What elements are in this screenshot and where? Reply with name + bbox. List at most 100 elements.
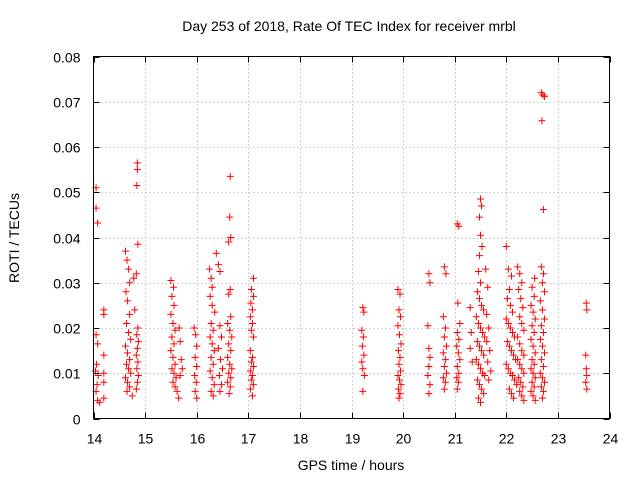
data-point-marker xyxy=(360,351,368,359)
data-point-marker xyxy=(520,326,528,334)
data-point-marker xyxy=(168,365,176,373)
data-point-marker xyxy=(94,340,102,348)
data-point-marker xyxy=(397,367,405,375)
data-point-marker xyxy=(132,351,140,359)
data-point-marker xyxy=(134,358,142,366)
data-point-marker xyxy=(477,195,484,203)
data-point-marker xyxy=(134,338,142,346)
data-point-marker xyxy=(249,292,257,300)
y-tick-label: 0 xyxy=(73,412,81,428)
data-point-marker xyxy=(193,394,201,402)
data-point-marker xyxy=(248,306,256,314)
data-point-marker xyxy=(132,270,140,278)
data-point-marker xyxy=(169,353,177,361)
data-point-marker xyxy=(511,376,519,384)
data-point-marker xyxy=(528,322,536,330)
data-point-marker xyxy=(531,349,539,357)
data-point-marker xyxy=(359,333,367,341)
data-point-marker xyxy=(440,385,448,393)
data-point-marker xyxy=(175,394,183,402)
data-point-marker xyxy=(583,385,591,393)
data-point-marker xyxy=(475,213,483,221)
data-point-marker xyxy=(167,276,175,284)
data-point-marker xyxy=(519,304,527,312)
data-point-marker xyxy=(360,308,368,316)
data-point-marker xyxy=(519,383,527,391)
data-point-marker xyxy=(100,394,108,402)
data-point-marker xyxy=(442,369,450,377)
data-point-marker xyxy=(478,202,486,210)
data-point-marker xyxy=(211,308,219,316)
data-point-marker xyxy=(216,267,224,275)
data-point-marker xyxy=(503,295,511,303)
data-point-marker xyxy=(394,372,402,380)
data-point-marker xyxy=(94,219,102,227)
data-point-marker xyxy=(440,362,448,370)
data-point-marker xyxy=(209,360,217,368)
data-point-marker xyxy=(224,353,232,361)
data-point-marker xyxy=(124,378,132,386)
data-point-marker xyxy=(100,351,108,359)
data-point-marker xyxy=(502,360,510,368)
data-point-marker xyxy=(529,392,537,400)
data-point-marker xyxy=(439,349,447,357)
x-tick-label: 17 xyxy=(241,431,257,447)
data-point-marker xyxy=(516,313,524,321)
data-point-marker xyxy=(481,333,489,341)
data-point-marker xyxy=(441,356,449,364)
data-point-marker xyxy=(527,335,535,343)
data-point-marker xyxy=(394,347,402,355)
data-point-marker xyxy=(478,243,486,251)
data-point-marker xyxy=(125,265,133,273)
y-tick-label: 0.07 xyxy=(53,95,80,111)
data-point-marker xyxy=(487,367,495,375)
data-point-marker xyxy=(441,378,449,386)
data-point-marker xyxy=(538,394,546,402)
data-point-marker xyxy=(396,353,404,361)
data-point-marker xyxy=(227,234,235,241)
data-point-marker xyxy=(210,381,218,389)
data-point-marker xyxy=(125,329,133,337)
plot-frame xyxy=(93,56,610,419)
data-point-marker xyxy=(168,333,176,341)
data-point-marker xyxy=(226,360,234,368)
data-point-marker xyxy=(538,374,546,382)
data-point-marker xyxy=(397,313,405,321)
data-point-marker xyxy=(207,319,215,327)
data-point-marker xyxy=(455,335,463,343)
data-point-marker xyxy=(455,222,463,230)
data-point-marker xyxy=(456,356,464,364)
data-point-marker xyxy=(485,324,493,332)
data-point-marker xyxy=(467,329,475,337)
data-point-marker xyxy=(127,335,135,343)
data-point-marker xyxy=(540,315,548,323)
data-point-marker xyxy=(481,372,489,380)
data-point-marker xyxy=(505,385,513,393)
data-point-marker xyxy=(359,365,367,373)
data-point-marker xyxy=(520,351,528,359)
data-point-marker xyxy=(477,399,484,407)
data-point-marker xyxy=(359,387,367,395)
data-point-marker xyxy=(539,270,547,278)
data-point-marker xyxy=(527,387,535,395)
data-point-marker xyxy=(538,342,546,350)
data-point-marker xyxy=(193,362,201,370)
data-point-marker xyxy=(514,263,522,271)
data-point-marker xyxy=(518,392,526,400)
data-point-marker xyxy=(206,292,214,300)
data-point-marker xyxy=(506,301,514,309)
data-point-marker xyxy=(169,378,177,386)
data-point-marker xyxy=(100,369,108,377)
y-tick-label: 0.03 xyxy=(53,276,80,292)
data-point-marker xyxy=(483,310,491,318)
data-point-marker xyxy=(508,372,516,380)
data-point-marker xyxy=(133,166,141,174)
data-point-marker xyxy=(227,374,235,382)
data-point-marker xyxy=(518,365,526,373)
data-point-marker xyxy=(479,329,487,337)
data-point-marker xyxy=(520,396,528,404)
data-point-marker xyxy=(453,385,461,393)
data-point-marker xyxy=(537,263,545,271)
data-point-marker xyxy=(518,347,526,355)
data-point-marker xyxy=(473,376,481,384)
